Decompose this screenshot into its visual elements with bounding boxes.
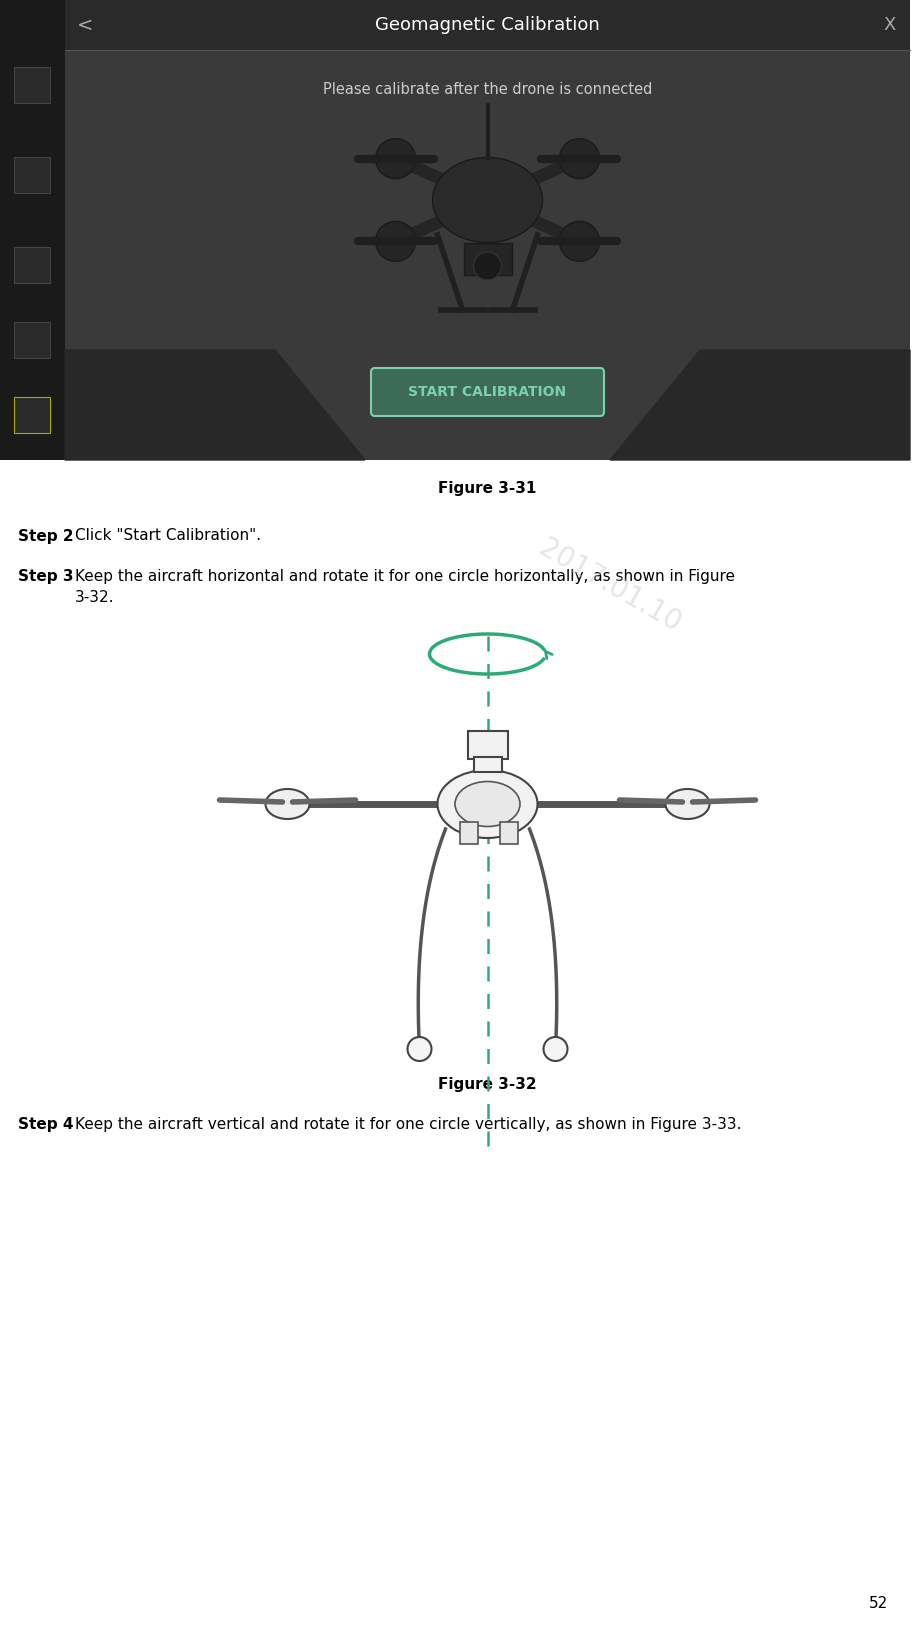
Bar: [464, 244, 511, 275]
Circle shape: [375, 221, 415, 262]
Bar: [468, 731, 508, 759]
Ellipse shape: [265, 790, 309, 819]
Ellipse shape: [437, 770, 537, 838]
Text: Figure 3-31: Figure 3-31: [438, 481, 537, 496]
Bar: [14, 247, 50, 283]
Text: Figure 3-32: Figure 3-32: [438, 1076, 537, 1092]
Text: <: <: [77, 16, 93, 34]
Text: 52: 52: [868, 1596, 888, 1610]
Ellipse shape: [455, 782, 520, 827]
Circle shape: [559, 138, 599, 179]
Text: START CALIBRATION: START CALIBRATION: [408, 385, 566, 400]
Polygon shape: [65, 349, 365, 460]
Text: Keep the aircraft vertical and rotate it for one circle vertically, as shown in : Keep the aircraft vertical and rotate it…: [75, 1116, 741, 1131]
Ellipse shape: [665, 790, 709, 819]
Text: Step 3: Step 3: [18, 569, 73, 583]
Text: 3-32.: 3-32.: [75, 590, 114, 606]
Text: Step 2: Step 2: [18, 528, 73, 543]
Bar: [473, 757, 501, 772]
Bar: [500, 822, 518, 843]
Circle shape: [473, 252, 501, 280]
Circle shape: [559, 221, 599, 262]
Text: Click "Start Calibration".: Click "Start Calibration".: [75, 528, 261, 543]
Bar: [14, 158, 50, 193]
Bar: [459, 822, 478, 843]
Text: Geomagnetic Calibration: Geomagnetic Calibration: [375, 16, 600, 34]
Bar: [14, 322, 50, 358]
Text: X: X: [884, 16, 896, 34]
Circle shape: [375, 138, 415, 179]
Text: Keep the aircraft horizontal and rotate it for one circle horizontally, as shown: Keep the aircraft horizontal and rotate …: [75, 569, 735, 583]
Text: Step 4: Step 4: [18, 1116, 73, 1131]
Text: 2017.01.10: 2017.01.10: [534, 535, 686, 639]
Bar: [14, 396, 50, 432]
Ellipse shape: [433, 158, 543, 242]
Bar: [0, 0, 65, 460]
Circle shape: [407, 1037, 432, 1061]
Circle shape: [544, 1037, 567, 1061]
Bar: [65, 0, 910, 50]
FancyBboxPatch shape: [371, 367, 604, 416]
Bar: [14, 67, 50, 102]
Text: Please calibrate after the drone is connected: Please calibrate after the drone is conn…: [323, 83, 652, 98]
Polygon shape: [610, 349, 910, 460]
Bar: [65, 0, 910, 460]
